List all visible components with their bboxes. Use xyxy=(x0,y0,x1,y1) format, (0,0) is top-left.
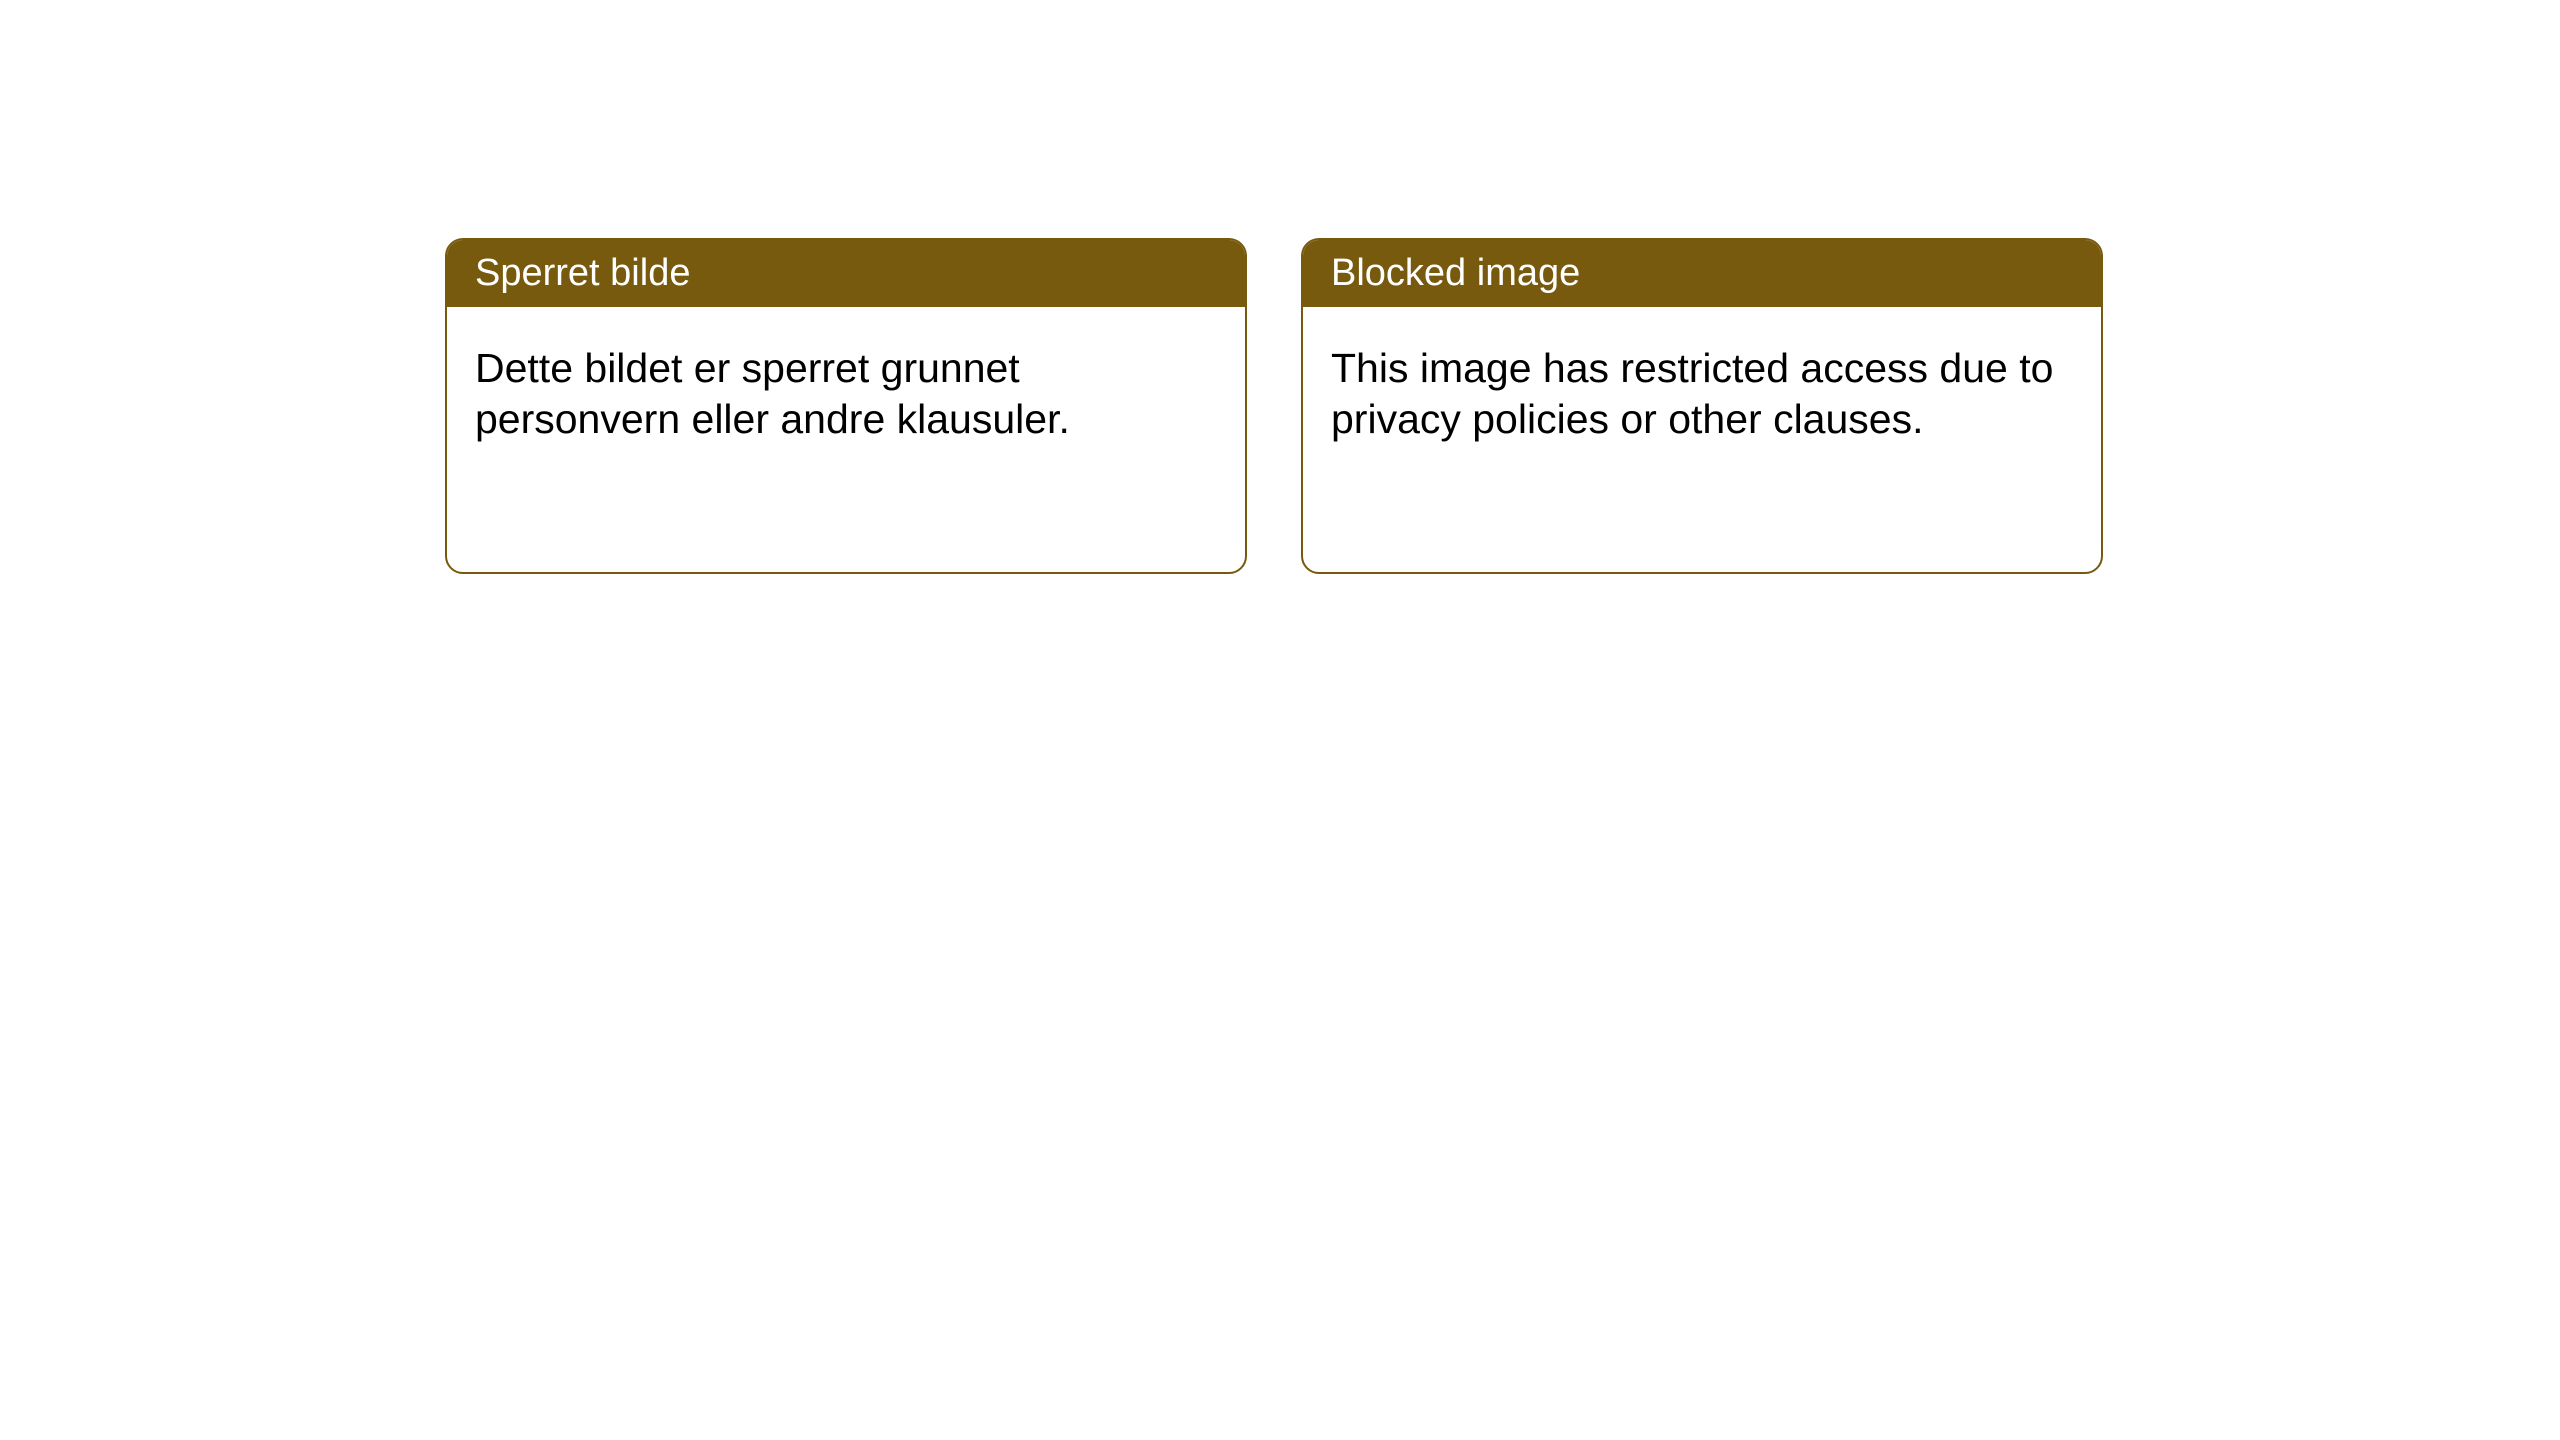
notice-card-english: Blocked image This image has restricted … xyxy=(1301,238,2103,574)
notice-body-text: This image has restricted access due to … xyxy=(1331,345,2053,442)
notice-body-text: Dette bildet er sperret grunnet personve… xyxy=(475,345,1070,442)
notice-header: Sperret bilde xyxy=(447,240,1245,307)
notice-title: Sperret bilde xyxy=(475,252,690,294)
notice-header: Blocked image xyxy=(1303,240,2101,307)
notice-body: This image has restricted access due to … xyxy=(1303,307,2101,482)
notice-body: Dette bildet er sperret grunnet personve… xyxy=(447,307,1245,482)
notice-title: Blocked image xyxy=(1331,252,1580,294)
notice-card-norwegian: Sperret bilde Dette bildet er sperret gr… xyxy=(445,238,1247,574)
notice-container: Sperret bilde Dette bildet er sperret gr… xyxy=(445,238,2103,574)
